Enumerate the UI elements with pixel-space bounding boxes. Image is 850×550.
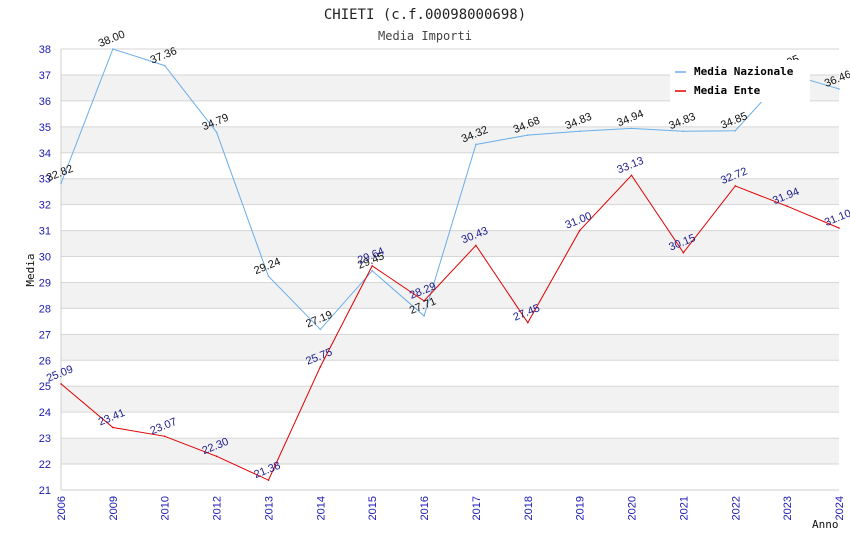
data-point-1 bbox=[371, 265, 374, 267]
data-label-0: 38.00 bbox=[97, 28, 127, 49]
y-tick-label: 28 bbox=[39, 303, 51, 315]
data-point-0 bbox=[112, 48, 114, 50]
x-tick-label: 2015 bbox=[367, 496, 379, 520]
y-tick-label: 23 bbox=[39, 433, 51, 445]
x-tick-label: 2017 bbox=[471, 496, 483, 520]
data-point-0 bbox=[267, 275, 270, 278]
data-point-1 bbox=[682, 251, 685, 254]
data-point-0 bbox=[838, 88, 840, 90]
y-tick-label: 38 bbox=[39, 44, 51, 56]
data-point-0 bbox=[734, 129, 737, 132]
data-point-1 bbox=[838, 227, 840, 229]
x-tick-label: 2009 bbox=[108, 496, 120, 520]
x-tick-label: 2016 bbox=[419, 496, 431, 520]
band-26 bbox=[61, 334, 839, 361]
data-point-1 bbox=[112, 426, 114, 429]
band-35 bbox=[61, 100, 839, 127]
chart-title: CHIETI (c.f.00098000698) bbox=[324, 7, 526, 23]
y-tick-label: 33 bbox=[39, 174, 51, 186]
band-30 bbox=[61, 230, 839, 257]
band-32 bbox=[61, 178, 839, 205]
x-tick-label: 2023 bbox=[782, 496, 794, 520]
data-point-1 bbox=[578, 229, 581, 232]
data-point-0 bbox=[527, 134, 529, 136]
plot-background-bands bbox=[61, 49, 839, 490]
x-tick-label: 2013 bbox=[263, 496, 275, 520]
band-25 bbox=[61, 360, 839, 387]
band-31 bbox=[61, 204, 839, 231]
band-28 bbox=[61, 282, 839, 309]
band-21 bbox=[61, 464, 839, 490]
y-tick-label: 36 bbox=[39, 96, 51, 108]
x-tick-label: 2019 bbox=[575, 496, 587, 520]
data-point-0 bbox=[319, 328, 322, 331]
y-tick-label: 37 bbox=[39, 70, 51, 82]
x-tick-label: 2022 bbox=[730, 496, 742, 520]
series-line-1 bbox=[60, 174, 840, 481]
y-tick-label: 31 bbox=[39, 226, 51, 238]
data-point-0 bbox=[215, 131, 218, 134]
band-29 bbox=[61, 256, 839, 283]
data-point-1 bbox=[215, 455, 218, 458]
data-point-1 bbox=[319, 365, 322, 368]
data-point-1 bbox=[163, 435, 166, 438]
data-point-1 bbox=[60, 383, 62, 385]
data-point-0 bbox=[371, 269, 374, 272]
data-point-1 bbox=[267, 479, 270, 481]
data-point-1 bbox=[734, 185, 737, 187]
x-tick-label: 2010 bbox=[160, 496, 172, 520]
chart-subtitle: Media Importi bbox=[378, 29, 472, 43]
data-point-1 bbox=[423, 300, 425, 302]
y-tick-label: 26 bbox=[39, 355, 51, 367]
x-tick-label: 2021 bbox=[678, 496, 690, 520]
legend-box bbox=[670, 60, 810, 102]
y-tick-labels: 21 22 23 24 25 26 27 28 29 30 31 32 33 34 35 36 37 38 bbox=[39, 44, 51, 497]
y-tick-label: 30 bbox=[39, 252, 51, 264]
data-point-0 bbox=[475, 143, 477, 146]
y-tick-label: 29 bbox=[39, 277, 51, 289]
x-axis-label: Anno bbox=[812, 518, 839, 531]
data-point-0 bbox=[423, 315, 425, 317]
series-lines bbox=[60, 48, 840, 481]
data-point-1 bbox=[475, 244, 477, 247]
x-tick-label: 2012 bbox=[212, 496, 224, 520]
legend-label-nazionale: Media Nazionale bbox=[694, 65, 794, 78]
x-tick-label: 2024 bbox=[834, 496, 846, 520]
y-tick-label: 24 bbox=[39, 407, 51, 419]
y-tick-label: 21 bbox=[39, 485, 51, 497]
data-point-0 bbox=[60, 182, 62, 185]
band-23 bbox=[61, 412, 839, 439]
data-point-0 bbox=[163, 64, 166, 67]
band-33 bbox=[61, 152, 839, 179]
legend-label-ente: Media Ente bbox=[694, 84, 761, 97]
legend: Media Nazionale Media Ente bbox=[670, 60, 810, 102]
y-tick-label: 22 bbox=[39, 459, 51, 471]
data-point-0 bbox=[578, 130, 581, 133]
x-tick-label: 2014 bbox=[315, 496, 327, 520]
x-tick-labels: 2006 2009 2010 2012 2013 2014 2015 2016 2017 2018… bbox=[56, 496, 846, 520]
x-tick-label: 2006 bbox=[56, 496, 68, 520]
data-point-0 bbox=[630, 127, 633, 130]
y-axis-label: Media bbox=[24, 253, 37, 286]
band-27 bbox=[61, 308, 839, 335]
y-tick-label: 34 bbox=[39, 148, 51, 160]
series-line-0 bbox=[60, 48, 840, 331]
y-tick-label: 25 bbox=[39, 381, 51, 393]
y-tick-label: 35 bbox=[39, 122, 51, 134]
data-point-0 bbox=[682, 130, 685, 133]
x-tick-label: 2018 bbox=[523, 496, 535, 520]
band-24 bbox=[61, 386, 839, 413]
band-22 bbox=[61, 438, 839, 465]
y-tick-label: 32 bbox=[39, 200, 51, 212]
data-point-1 bbox=[630, 174, 633, 177]
data-point-1 bbox=[786, 205, 788, 208]
x-tick-label: 2020 bbox=[627, 496, 639, 520]
y-tick-label: 27 bbox=[39, 329, 51, 341]
data-point-1 bbox=[527, 321, 529, 324]
